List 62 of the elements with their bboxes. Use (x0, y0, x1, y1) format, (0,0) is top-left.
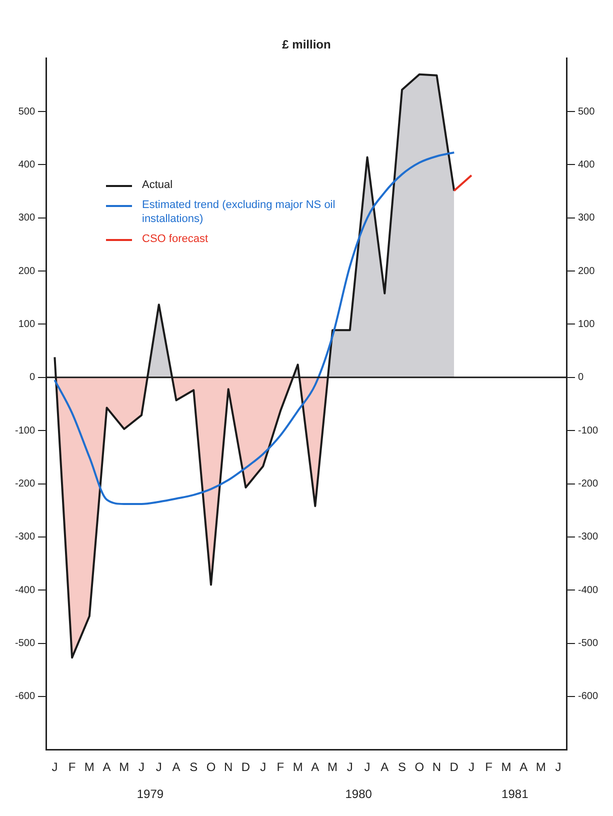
y-tick-label: 200 (18, 266, 36, 277)
y2-tick-label: 0 (578, 372, 584, 384)
x-tick-label: D (450, 760, 459, 774)
y-tick-label: -500 (15, 638, 36, 650)
text: 1980 (345, 787, 372, 801)
x-tick-label: M (84, 760, 94, 774)
y2-tick-label: -600 (578, 691, 598, 702)
text: 1979 (136, 787, 164, 801)
x-tick-label: A (102, 760, 111, 774)
x-tick-label: M (536, 760, 546, 774)
x-tick-label: A (520, 760, 528, 774)
y-tick-label: 400 (18, 159, 36, 170)
legend-label: Actual (142, 178, 173, 192)
x-tick-label: M (328, 760, 338, 774)
x-tick-label: S (398, 760, 406, 774)
y2-tick-label: 500 (578, 106, 596, 118)
x-tick-label: N (224, 760, 233, 774)
x-tick-label: M (292, 760, 303, 774)
y2-tick-label: -500 (578, 638, 598, 650)
x-tick-label: M (501, 760, 512, 774)
x-tick-label: J (364, 760, 370, 774)
y2-tick-label: -400 (578, 584, 598, 596)
x-tick-label: O (206, 760, 216, 774)
x-tick-label: F (276, 760, 284, 774)
x-tick-label: A (172, 760, 180, 774)
x-tick-label: F (485, 760, 493, 774)
x-tick-label: S (190, 760, 198, 774)
y2-tick-label: 100 (578, 318, 596, 330)
y2-tick-label: -100 (578, 425, 598, 436)
y-tick-label: -400 (15, 584, 36, 596)
y-tick-label: 0 (29, 372, 36, 384)
x-tick-label: J (346, 760, 353, 774)
x-tick-label: D (241, 760, 250, 774)
x-tick-label: J (52, 760, 58, 774)
y2-tick-label: -300 (578, 532, 598, 543)
y-tick-label: -200 (15, 478, 36, 490)
x-tick-label: J (138, 760, 145, 774)
x-tick-label: J (156, 760, 162, 774)
line-series (54, 152, 456, 505)
legend-label: CSO forecast (142, 232, 208, 246)
y2-tick-label: 300 (578, 212, 596, 224)
y2-tick-label: -200 (578, 478, 598, 490)
x-tick-label: M (119, 760, 130, 774)
x-tick-label: O (414, 760, 424, 774)
text: 1981 (502, 787, 529, 801)
chart-title: £ million (282, 38, 331, 52)
x-tick-label: N (432, 760, 442, 774)
x-tick-label: J (468, 760, 474, 774)
x-tick-label: J (555, 760, 562, 774)
x-tick-label: A (380, 760, 389, 774)
legend-label: Estimated trend (excluding major NS oil installations) (142, 198, 336, 226)
y-tick-label: 300 (18, 212, 36, 224)
x-tick-label: J (260, 760, 266, 774)
y-tick-label: 100 (18, 318, 36, 330)
y-tick-label: -100 (15, 425, 36, 436)
y-tick-label: -300 (15, 532, 36, 543)
x-tick-label: F (68, 760, 76, 774)
y2-tick-label: 400 (578, 159, 596, 170)
y-tick-label: 500 (18, 106, 36, 118)
y2-tick-label: 200 (578, 266, 596, 277)
y-tick-label: -600 (15, 691, 36, 702)
x-tick-label: A (311, 760, 320, 774)
